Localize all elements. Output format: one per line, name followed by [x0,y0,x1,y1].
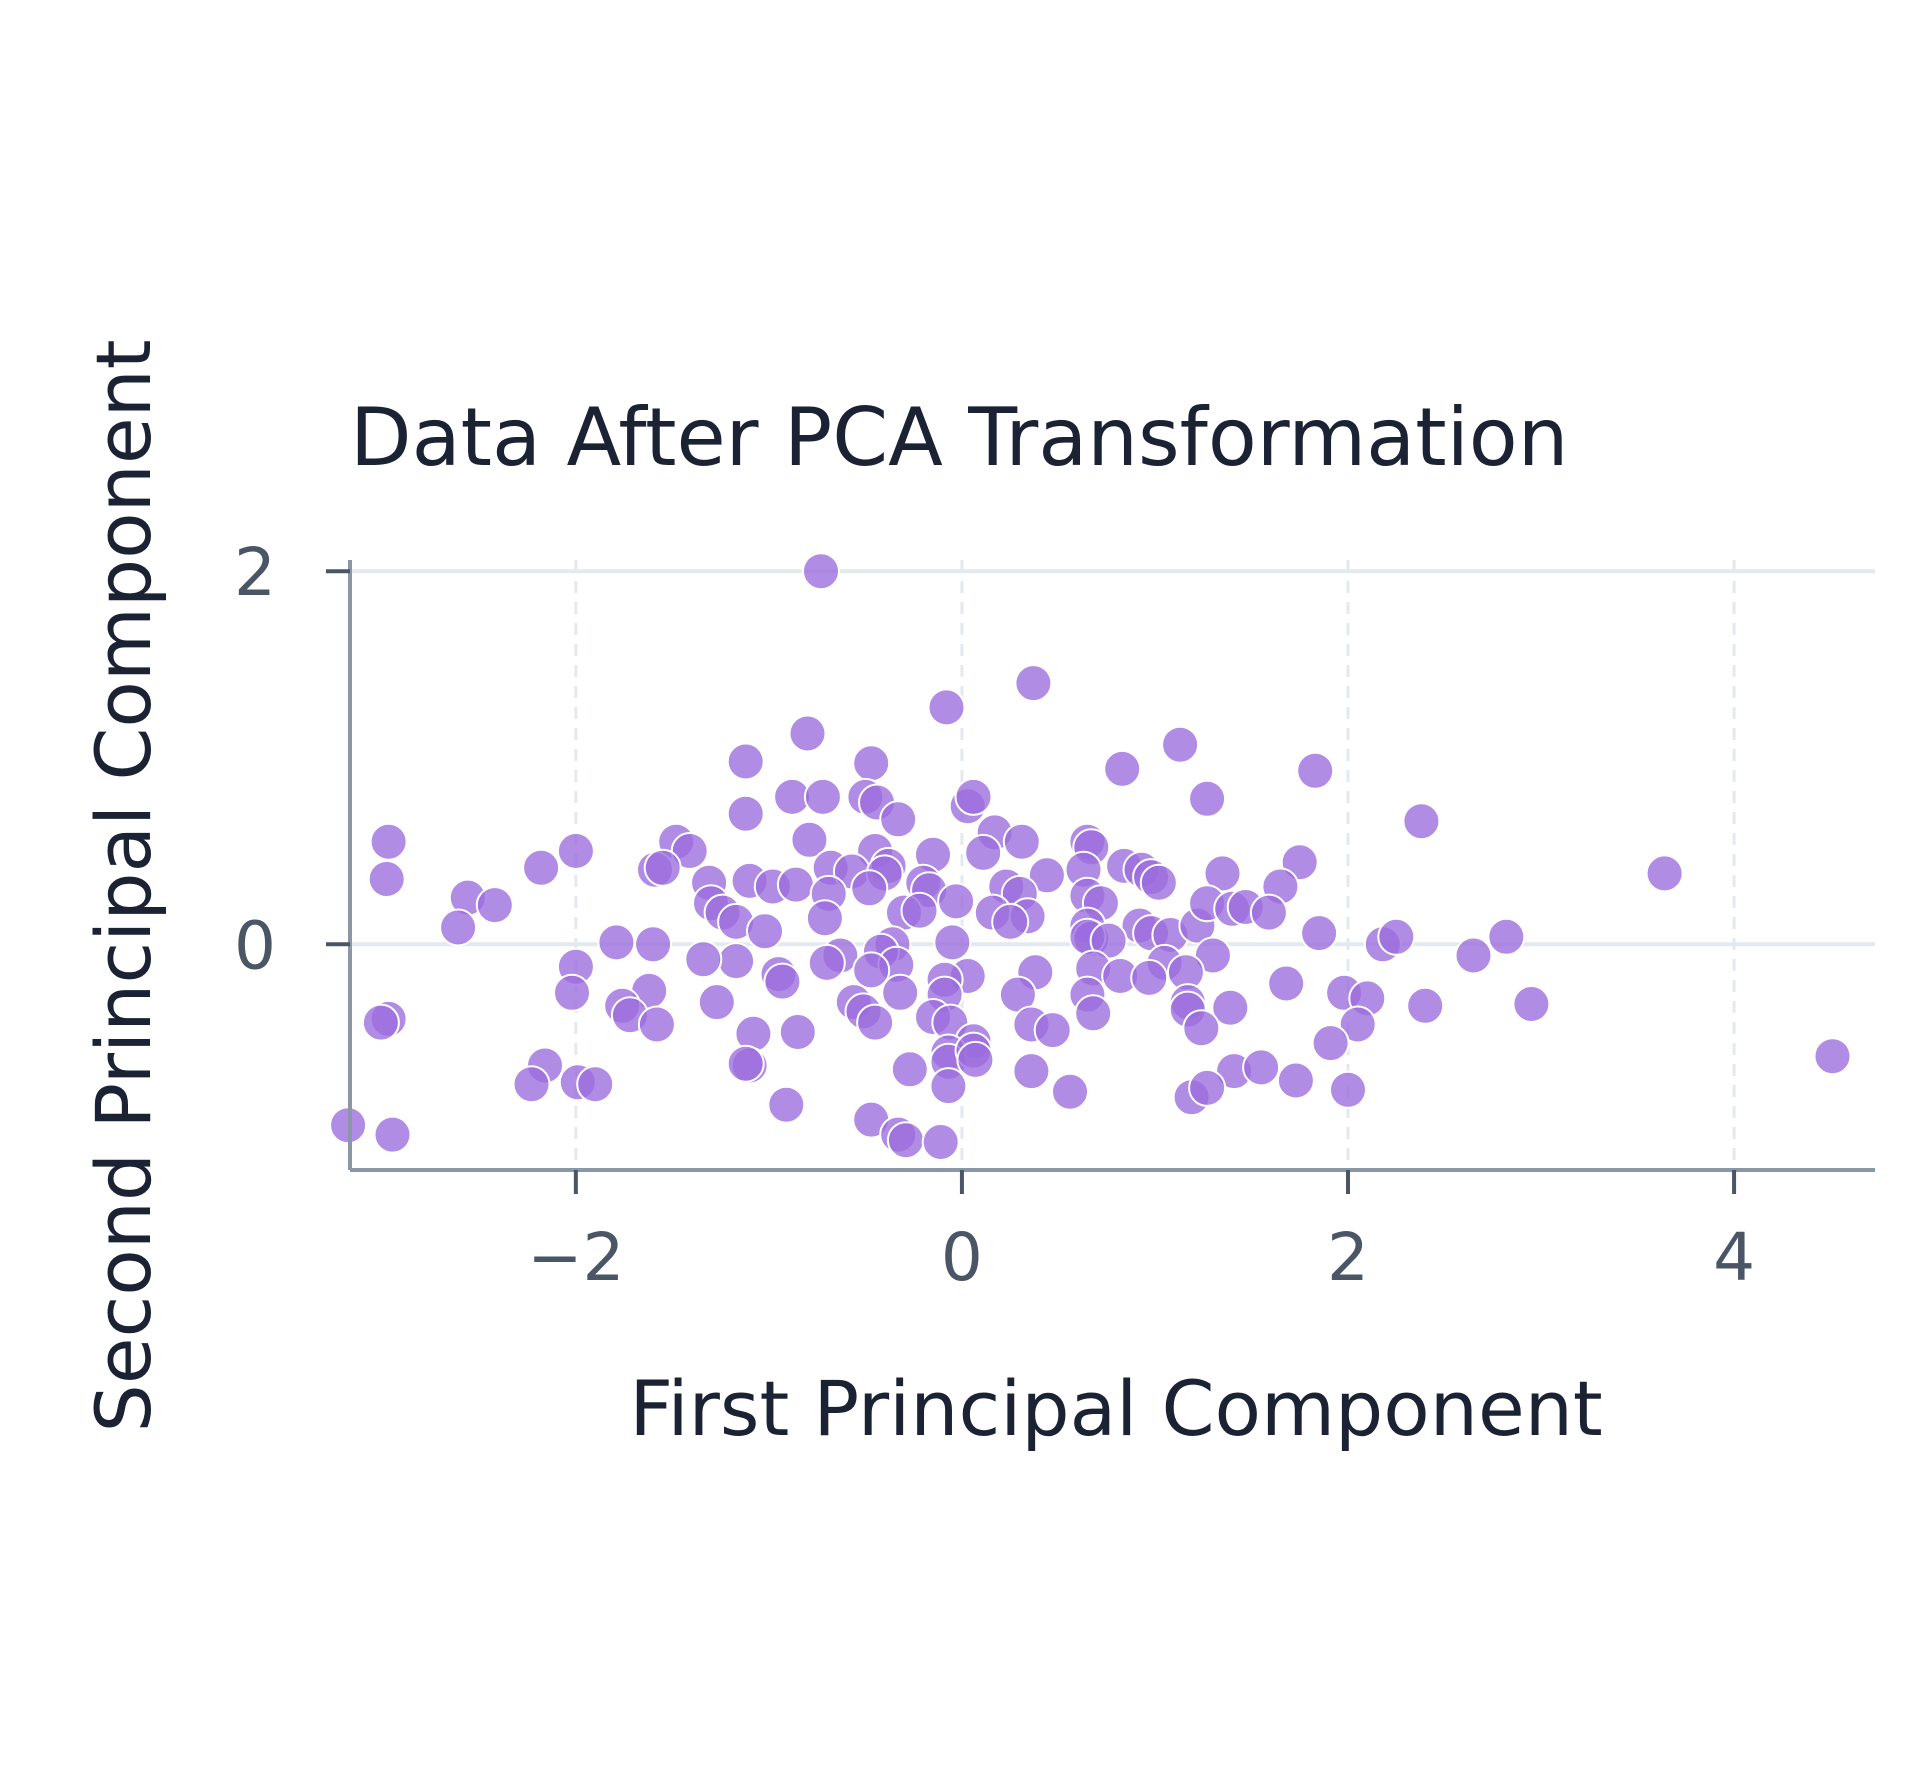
data-point [1512,985,1551,1023]
data-point [964,833,1003,872]
data-point [852,744,891,783]
data-point [1012,1052,1051,1091]
data-point [921,1123,960,1161]
data-point [937,882,976,921]
data-point [1296,751,1335,790]
data-point [805,899,844,938]
x-tick-label: −2 [527,1219,624,1296]
data-point [1161,725,1200,764]
data-point [726,1044,765,1083]
data-point [1027,856,1066,895]
data-point [1487,917,1526,956]
data-point [475,886,514,925]
data-point [597,923,636,962]
data-point [852,951,891,990]
data-point [684,940,723,979]
data-point [788,714,827,753]
data-point [776,865,815,904]
data-point [807,943,846,982]
data-point [1051,1072,1089,1111]
data-point [1014,664,1053,703]
data-point [954,777,993,816]
data-point [778,1013,817,1051]
data-point [881,973,920,1012]
data-point [929,1067,968,1106]
data-point [991,902,1030,941]
data-point [790,820,829,859]
data-point [1249,893,1288,932]
data-point [361,1003,400,1042]
x-tick-label: 0 [941,1219,983,1296]
data-point [1813,1037,1852,1076]
y-axis-label: Second Principal Component [79,339,168,1432]
data-point [697,983,736,1022]
data-point [1074,994,1113,1033]
data-point [1267,964,1306,1003]
data-point [439,908,478,947]
data-point [956,1040,995,1079]
data-point [637,1005,676,1044]
ticks: −2 0 2 4 0 2 [234,534,1755,1296]
data-point [367,860,406,898]
data-point [802,552,840,591]
data-point [746,912,784,951]
data-point [1329,1070,1367,1109]
data-point [1203,854,1242,893]
data-point [726,794,765,833]
data-point [1139,863,1178,902]
scatter-points [329,552,1852,1161]
axes [348,560,1875,1172]
data-point [933,923,972,962]
data-point [556,832,595,870]
y-tick-label: 0 [234,907,276,984]
data-point [886,1121,925,1160]
data-point [576,1065,615,1104]
data-point [890,1050,929,1089]
x-axis-label: First Principal Component [629,1364,1602,1453]
data-point [1033,1011,1072,1050]
data-point [1406,986,1445,1025]
data-point [763,962,802,1001]
data-point [1188,779,1227,818]
data-point [1402,802,1441,841]
y-tick-label: 2 [234,534,276,611]
data-point [1645,854,1684,893]
data-point [900,891,939,930]
data-point [1300,914,1339,953]
data-point [1276,1061,1315,1100]
data-point [1211,988,1250,1027]
data-point [1454,936,1493,975]
data-point [803,777,842,816]
data-point [1242,1048,1281,1087]
data-point [373,1115,412,1154]
data-point [927,688,966,727]
data-point [670,832,709,870]
data-point [643,848,682,887]
data-point [726,742,765,781]
data-point [634,925,673,964]
data-point [1311,1024,1350,1063]
data-point [1377,917,1416,956]
data-point [850,869,889,908]
data-point [879,800,918,839]
data-point [1002,822,1041,861]
data-point [1182,1009,1221,1048]
data-point [553,973,591,1012]
data-point [369,822,408,861]
data-point [1188,1068,1227,1107]
data-point [1130,958,1169,997]
data-point [717,942,756,981]
data-point [512,1065,551,1104]
data-point [1103,749,1142,788]
x-tick-label: 2 [1327,1219,1369,1296]
data-point [1338,1005,1377,1044]
data-point [856,1003,895,1042]
data-point [1193,936,1232,975]
chart-title: Data After PCA Transformation [350,391,1568,484]
data-point [767,1085,806,1124]
data-point [522,848,561,887]
x-tick-label: 4 [1713,1219,1755,1296]
